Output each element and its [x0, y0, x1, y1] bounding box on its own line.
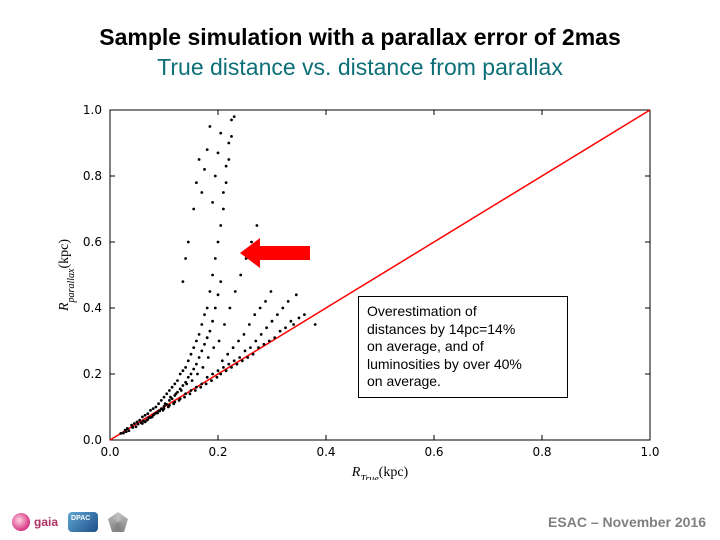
svg-text:0.2: 0.2: [83, 367, 102, 381]
svg-text:0.8: 0.8: [532, 445, 551, 459]
title-sub: True distance vs. distance from parallax: [0, 54, 720, 81]
svg-text:1.0: 1.0: [640, 445, 659, 459]
gaia-logo: gaia: [12, 513, 58, 531]
observatory-logo-icon: [108, 512, 128, 532]
svg-text:1.0: 1.0: [83, 103, 102, 117]
annotation-line: on average, and of: [367, 338, 484, 354]
scatter-plot: 0.00.0 0.2 0.2 0.4 0.4 0.6 0.6 0.8 0.8 1.0 1.0 RTru…: [50, 100, 670, 480]
annotation-box: Overestimation of distances by 14pc=14% …: [358, 296, 568, 398]
svg-text:0.6: 0.6: [424, 445, 443, 459]
svg-text:0.4: 0.4: [316, 445, 335, 459]
svg-text:0.0: 0.0: [83, 433, 102, 447]
footer-text: ESAC – November 2016: [548, 514, 706, 530]
svg-text:0.2: 0.2: [208, 445, 227, 459]
logo-row: gaia: [12, 512, 128, 532]
svg-text:Rparallax(kpc): Rparallax(kpc): [57, 239, 77, 312]
annotation-line: on average.: [367, 373, 441, 389]
gaia-swirl-icon: [12, 513, 30, 531]
scatter-plot-svg: 0.00.0 0.2 0.2 0.4 0.4 0.6 0.6 0.8 0.8 1.0 1.0 RTru…: [50, 100, 670, 480]
title-main: Sample simulation with a parallax error …: [0, 24, 720, 51]
annotation-line: luminosities by over 40%: [367, 356, 522, 372]
annotation-line: distances by 14pc=14%: [367, 321, 515, 337]
dpac-logo: [68, 512, 98, 532]
annotation-line: Overestimation of: [367, 303, 477, 319]
svg-text:0.6: 0.6: [83, 235, 102, 249]
svg-text:0.0: 0.0: [100, 445, 119, 459]
svg-text:0.8: 0.8: [83, 169, 102, 183]
gaia-logo-text: gaia: [34, 515, 58, 529]
svg-text:RTrue(kpc): RTrue(kpc): [351, 465, 409, 480]
red-arrow: [240, 236, 310, 275]
svg-text:0.4: 0.4: [83, 301, 102, 315]
